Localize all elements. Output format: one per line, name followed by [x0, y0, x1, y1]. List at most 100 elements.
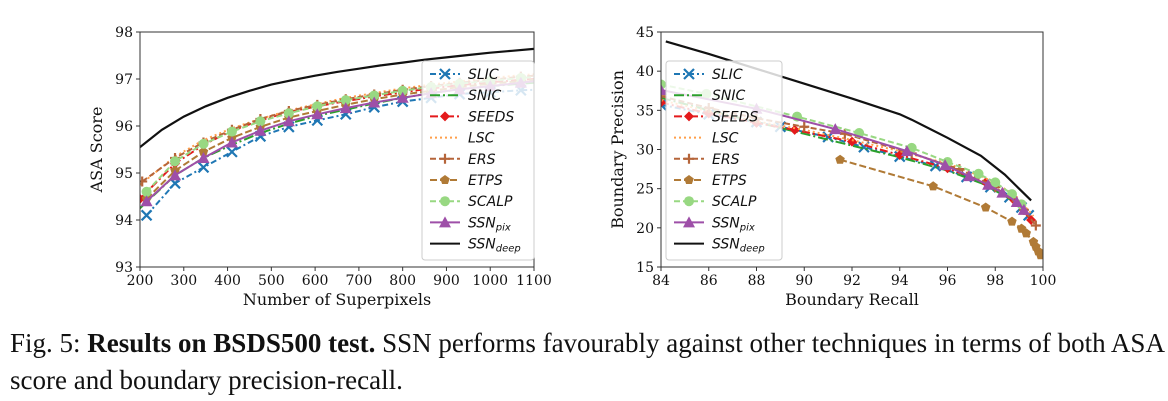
asa-legend: SLICSNICSEEDSLSCERSETPSSCALPSSNpixSSNdee… — [421, 60, 535, 261]
pr-legend-box — [665, 60, 783, 261]
asa-x-tick-label: 900 — [433, 273, 460, 289]
asa-point-slic — [226, 146, 238, 158]
asa-x-tick-label: 500 — [258, 273, 285, 289]
pr-legend-item-slic: SLIC — [674, 67, 743, 83]
asa-legend-marker — [440, 175, 450, 184]
pr-legend-label: ETPS — [712, 173, 747, 189]
asa-legend-marker — [440, 153, 450, 164]
asa-point-ssn-pix — [197, 151, 210, 163]
asa-point-scalp — [312, 101, 323, 112]
asa-y-tick-label: 98 — [115, 25, 133, 41]
asa-point-scalp — [198, 138, 209, 149]
asa-point-scalp — [255, 116, 266, 127]
asa-x-tick-label: 400 — [214, 273, 241, 289]
asa-legend-marker — [439, 68, 451, 80]
caption-text: SSN performs favourably against other te… — [10, 328, 1164, 395]
pr-legend-label: SNIC — [712, 88, 745, 104]
asa-y-tick-label: 94 — [115, 213, 133, 229]
pr-point-etps — [835, 154, 845, 164]
asa-legend-item-scalp: SCALP — [430, 194, 513, 210]
pr-legend-label: SLIC — [712, 67, 743, 83]
pr-x-tick-label: 84 — [652, 273, 670, 289]
asa-point-scalp — [283, 108, 294, 119]
asa-x-tick-label: 1100 — [516, 273, 552, 289]
asa-y-tick-label: 96 — [115, 119, 133, 135]
pr-legend-subscript: deep — [740, 244, 765, 255]
pr-x-tick-label: 96 — [939, 273, 957, 289]
asa-x-tick-label: 200 — [127, 273, 154, 289]
asa-chart: 200 300 400 500 600 700 800 900 1000 1100 93 94 95 96… — [87, 25, 552, 309]
pr-line-seeds — [661, 101, 1032, 221]
asa-point-scalp — [369, 90, 380, 101]
pr-point-ers — [799, 121, 810, 132]
pr-x-tick-label: 100 — [1030, 273, 1057, 289]
pr-axis-ticks: 84 86 88 90 92 94 96 98 100 15 20 25 30 35 40 45 — [636, 25, 1056, 289]
pr-legend-label: ERS — [712, 152, 740, 168]
pr-point-etps — [1021, 228, 1031, 238]
figure-caption: Fig. 5: Results on BSDS500 test. SSN per… — [10, 325, 1168, 399]
asa-legend-subscript: deep — [496, 244, 521, 255]
asa-axis-ticks: 200 300 400 500 600 700 800 900 1000 1100 93 94 95 96… — [115, 25, 552, 289]
asa-x-tick-label: 800 — [389, 273, 416, 289]
asa-point-scalp — [141, 186, 152, 197]
asa-legend-label: SNIC — [468, 88, 501, 104]
pr-series-etps — [835, 154, 1043, 260]
asa-point-scalp — [226, 126, 237, 137]
pr-legend-subscript: pix — [739, 222, 755, 233]
pr-point-etps — [980, 202, 991, 212]
pr-y-tick-label: 40 — [636, 64, 654, 80]
asa-legend-item-slic: SLIC — [430, 67, 499, 83]
pr-x-tick-label: 98 — [986, 273, 1004, 289]
asa-point-ssn-pix — [311, 108, 324, 120]
pr-x-axis-label: Boundary Recall — [785, 290, 919, 309]
asa-line-ers — [141, 74, 534, 183]
asa-series-ssn-deep — [140, 47, 534, 149]
asa-point-ssn-pix — [140, 195, 153, 207]
pr-y-axis-label: Boundary Precision — [608, 70, 627, 229]
asa-y-tick-label: 95 — [115, 166, 133, 182]
asa-point-scalp — [397, 85, 408, 96]
asa-point-scalp — [170, 156, 181, 167]
pr-legend: SLICSNICSEEDSLSCERSETPSSCALPSSNpixSSNdee… — [665, 60, 783, 261]
pr-point-seeds — [847, 136, 857, 147]
asa-legend-item-etps: ETPS — [430, 173, 503, 189]
pr-legend-item-lsc: LSC — [674, 131, 739, 147]
pr-point-ssn-pix — [829, 123, 842, 135]
asa-legend-label: ERS — [468, 152, 496, 168]
pr-point-etps — [1035, 250, 1043, 260]
pr-point-ssn-pix — [1010, 195, 1023, 207]
pr-legend-label: SCALP — [712, 194, 757, 210]
pr-point-ssn-pix — [939, 159, 952, 171]
pr-legend-item-etps: ETPS — [674, 173, 747, 189]
pr-point-ssn-pix — [1017, 203, 1030, 215]
pr-point-ssn-pix — [962, 170, 975, 182]
pr-legend-marker — [683, 216, 695, 228]
asa-x-tick-label: 600 — [302, 273, 329, 289]
pr-point-ssn-pix — [982, 178, 995, 190]
asa-legend-label: LSC — [468, 131, 495, 147]
pr-y-tick-label: 30 — [636, 143, 654, 159]
caption-bold-title: Results on BSDS500 test. — [87, 328, 376, 358]
asa-point-scalp — [340, 95, 351, 106]
asa-y-tick-label: 93 — [115, 260, 133, 276]
pr-y-tick-label: 20 — [636, 221, 654, 237]
asa-legend-label: SCALP — [468, 194, 513, 210]
asa-point-ssn-pix — [254, 124, 267, 136]
asa-legend-label: SLIC — [468, 67, 499, 83]
pr-y-tick-label: 25 — [636, 182, 654, 198]
pr-y-tick-label: 45 — [636, 25, 654, 41]
pr-x-tick-label: 86 — [700, 273, 718, 289]
asa-point-ssn-pix — [396, 91, 409, 103]
pr-point-scalp — [990, 177, 1001, 188]
asa-point-slic — [197, 161, 210, 174]
pr-legend-item-scalp: SCALP — [674, 194, 757, 210]
asa-x-tick-label: 300 — [170, 273, 197, 289]
asa-y-tick-label: 97 — [115, 72, 133, 88]
pr-point-etps — [928, 181, 938, 191]
asa-legend-subscript: pix — [495, 222, 511, 233]
asa-legend-box — [421, 60, 535, 261]
asa-legend-item-ers: ERS — [430, 152, 496, 168]
asa-point-ssn-pix — [169, 169, 182, 181]
pr-x-tick-label: 90 — [795, 273, 813, 289]
asa-x-tick-label: 1000 — [472, 273, 508, 289]
